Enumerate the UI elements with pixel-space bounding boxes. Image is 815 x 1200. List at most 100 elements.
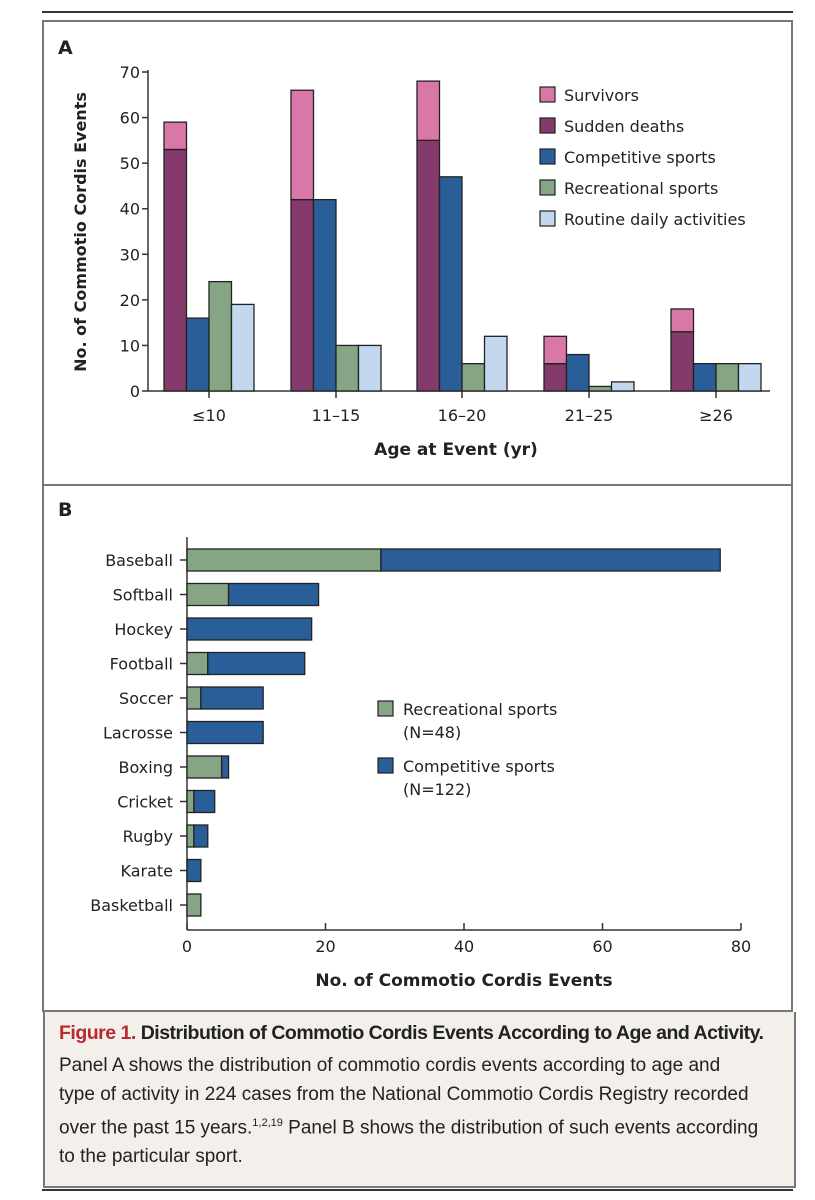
bar-recreational [186, 548, 382, 572]
y-tick-label: Karate [120, 862, 173, 881]
y-tick-label: 70 [120, 63, 140, 82]
legend-swatch [539, 117, 556, 134]
bar-sudden-deaths [670, 331, 695, 392]
legend-swatch [539, 148, 556, 165]
bar-recreational [208, 280, 233, 392]
y-tick-label: Hockey [114, 620, 173, 639]
bar-competitive [193, 789, 216, 814]
bar-competitive [186, 858, 202, 883]
y-tick-label: Baseball [105, 551, 173, 570]
bar-competitive [692, 363, 717, 392]
legend-label: Recreational sports [564, 179, 718, 198]
bar-competitive [312, 198, 337, 392]
legend-label: Competitive sports [403, 757, 555, 776]
bar-sudden-deaths [543, 363, 568, 392]
x-tick-label: 80 [731, 937, 751, 956]
y-tick-label: 50 [120, 154, 140, 173]
bar-survivors [416, 80, 441, 142]
legend-label: Routine daily activities [564, 210, 746, 229]
y-axis-title: No. of Commotio Cordis Events [71, 92, 90, 372]
caption-title: Figure 1. Distribution of Commotio Cordi… [59, 1022, 794, 1045]
x-axis-title: Age at Event (yr) [374, 440, 538, 460]
bar-recreational [335, 344, 360, 392]
legend-label: Competitive sports [564, 148, 716, 167]
bar-survivors [163, 121, 188, 151]
bar-recreational [186, 789, 195, 814]
bar-sudden-deaths [416, 139, 441, 392]
bar-competitive [186, 720, 264, 745]
x-tick-label: 20 [315, 937, 335, 956]
x-tick-label: 40 [454, 937, 474, 956]
caption-text-2: Panel B shows the distribution of such e… [59, 1117, 759, 1168]
panel-a-chart: 0 10 20 30 40 50 60 70 ≤10 11–15 16–20 21–25 ≥26 Age … [71, 63, 770, 460]
legend-swatch [377, 700, 394, 717]
bar-competitive [220, 755, 230, 779]
bar-competitive [438, 176, 463, 392]
legend-swatch [539, 210, 556, 227]
bar-competitive [193, 824, 209, 848]
legend-count: (N=122) [403, 780, 471, 799]
bar-competitive [200, 686, 264, 710]
y-tick-label: Soccer [119, 689, 173, 708]
x-tick-label: 11–15 [312, 406, 361, 425]
panel-a-label: A [58, 37, 73, 59]
bar-sudden-deaths [290, 198, 315, 392]
legend-swatch [539, 86, 556, 103]
y-tick-label: Cricket [117, 793, 173, 812]
legend-label: Sudden deaths [564, 117, 684, 136]
bar-competitive [185, 317, 210, 392]
bar-recreational [186, 824, 195, 848]
figure-caption: Figure 1. Distribution of Commotio Cordi… [43, 1012, 796, 1188]
x-tick-label: 21–25 [565, 406, 614, 425]
bar-competitive [565, 353, 590, 392]
x-tick-label: ≥26 [699, 406, 733, 425]
legend-swatch [377, 757, 394, 774]
bar-recreational [715, 363, 740, 392]
bar-recreational [461, 363, 486, 392]
legend-label: Survivors [564, 86, 639, 105]
x-tick-label: 60 [592, 937, 612, 956]
legend-count: (N=48) [403, 723, 461, 742]
panel-b-label: B [58, 499, 72, 521]
y-tick-label: Lacrosse [103, 724, 173, 743]
bar-competitive [227, 582, 320, 607]
caption-text-1: Panel A shows the distribution of commot… [59, 1055, 749, 1139]
bar-routine [357, 344, 382, 392]
bar-survivors [670, 308, 695, 333]
caption-title-text: Distribution of Commotio Cordis Events A… [140, 1022, 764, 1044]
bar-survivors [290, 89, 315, 201]
y-tick-label: 20 [120, 291, 140, 310]
bar-routine [737, 363, 762, 392]
x-tick-label: ≤10 [192, 406, 226, 425]
bar-routine [483, 335, 508, 392]
figure-label: Figure 1. [59, 1022, 136, 1044]
y-tick-label: 40 [120, 200, 140, 219]
bar-competitive [380, 548, 721, 572]
y-tick-label: Football [110, 655, 173, 674]
legend-label: Recreational sports [403, 700, 557, 719]
bar-routine [230, 303, 255, 392]
bar-competitive [186, 617, 313, 641]
bar-recreational [186, 893, 202, 917]
bar-sudden-deaths [163, 148, 188, 392]
y-tick-label: Basketball [90, 896, 173, 915]
bar-recreational [186, 755, 223, 779]
bar-recreational [588, 385, 613, 392]
x-tick-label: 0 [182, 937, 192, 956]
x-axis-title: No. of Commotio Cordis Events [315, 971, 612, 991]
y-tick-label: Boxing [119, 758, 173, 777]
bar-competitive [207, 651, 306, 676]
caption-citation: 1,2,19 [252, 1117, 283, 1129]
legend-swatch [539, 179, 556, 196]
y-tick-label: 0 [130, 382, 140, 401]
x-tick-label: 16–20 [438, 406, 487, 425]
caption-body: Panel A shows the distribution of commot… [59, 1051, 759, 1171]
y-tick-label: Softball [113, 586, 173, 605]
bar-recreational [186, 686, 202, 710]
y-tick-label: 10 [120, 336, 140, 355]
bar-survivors [543, 335, 568, 365]
y-tick-label: 60 [120, 109, 140, 128]
bar-routine [610, 381, 635, 392]
panel-b-chart: 0 20 40 60 80 Baseball Softball Hockey Football S… [90, 537, 751, 991]
